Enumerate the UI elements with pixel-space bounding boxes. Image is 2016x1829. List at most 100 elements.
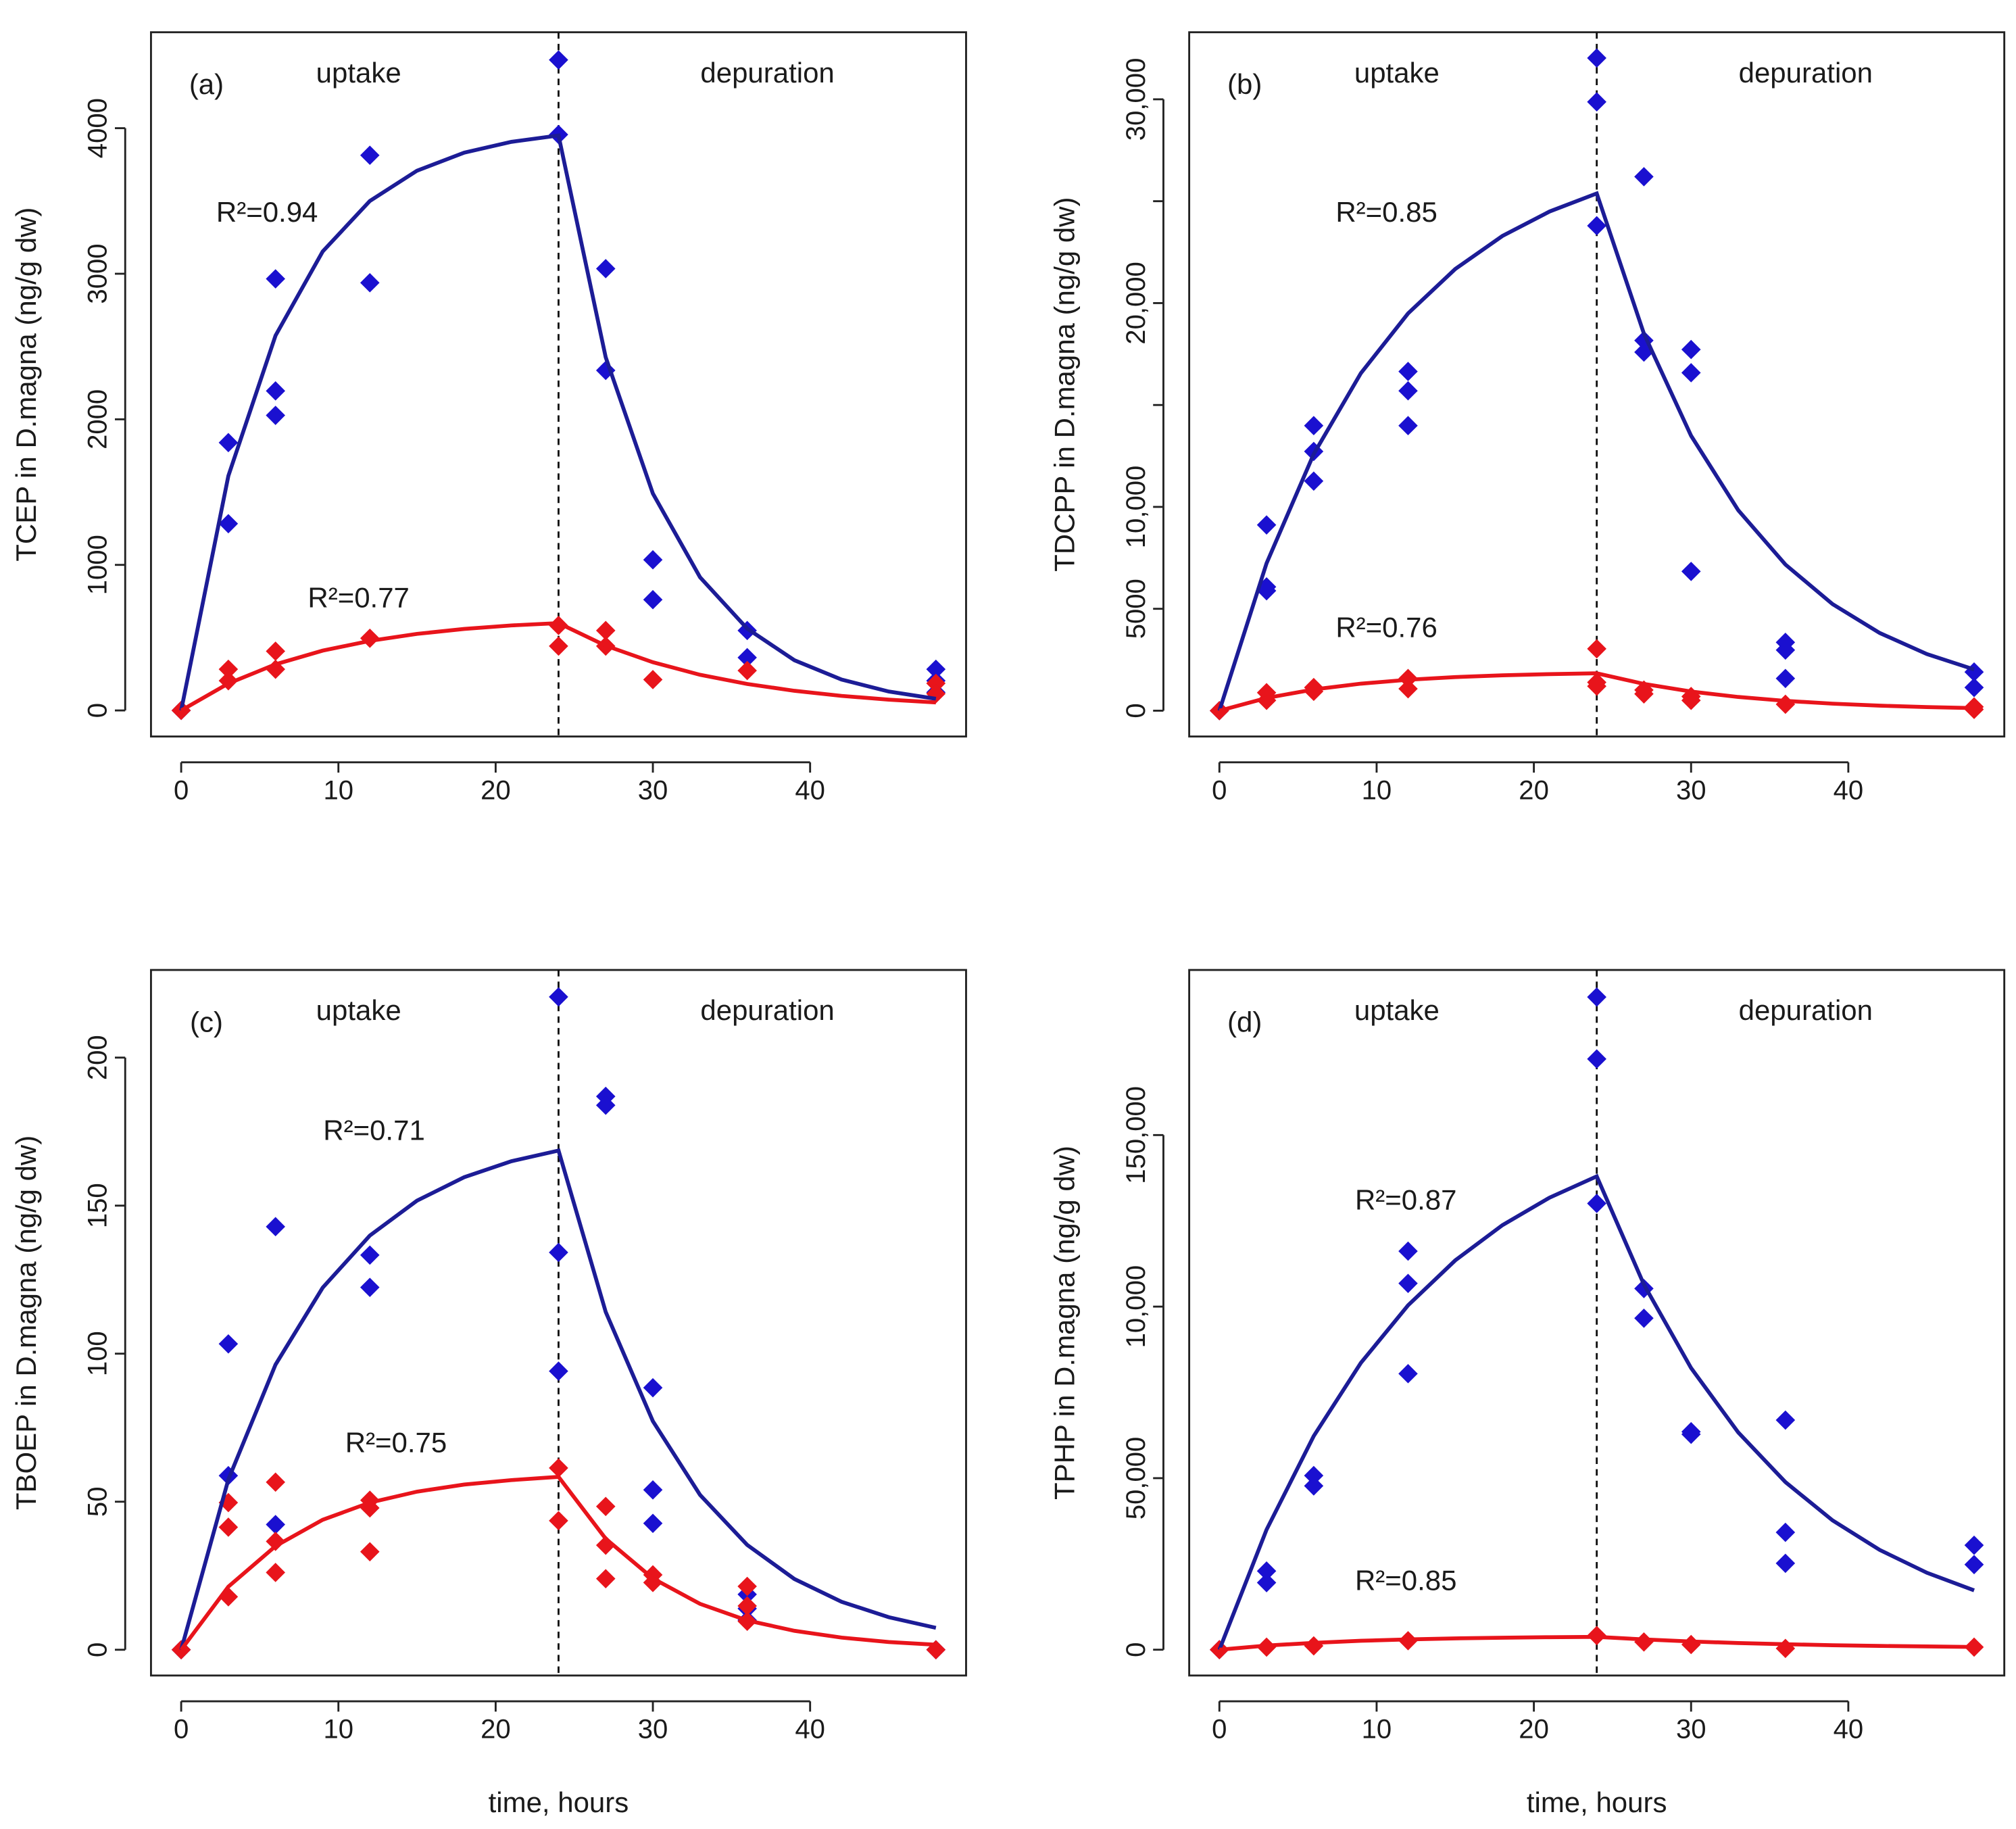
x-tick-label: 40: [795, 775, 825, 805]
data-point: [1587, 48, 1606, 68]
data-point: [1775, 1553, 1796, 1574]
data-point: [1681, 1634, 1701, 1655]
y-tick-label: 50,000: [1121, 1437, 1151, 1520]
data-point: [549, 1242, 568, 1263]
data-point: [1775, 1522, 1796, 1542]
data-point: [1256, 515, 1277, 535]
data-point: [1587, 216, 1606, 236]
data-point: [737, 1596, 757, 1616]
fit-label: R²=0.85: [1355, 1565, 1456, 1596]
x-tick-label: 30: [638, 775, 668, 805]
data-point: [1964, 1555, 1984, 1575]
data-point: [737, 660, 757, 681]
data-point: [360, 1245, 380, 1265]
data-point: [1256, 1573, 1277, 1592]
data-point: [1775, 1638, 1796, 1659]
phase-label: uptake: [316, 994, 401, 1026]
x-tick-label: 10: [323, 775, 353, 805]
x-tick-label: 0: [1212, 775, 1227, 805]
phase-label: uptake: [316, 57, 401, 89]
y-tick-label: 0: [1121, 1642, 1151, 1657]
y-tick-label: 20,000: [1121, 262, 1151, 345]
y-tick-label: 5000: [1121, 579, 1151, 639]
y-axis-label: TPHP in D.magna (ng/g dw): [1048, 1146, 1080, 1500]
y-axis-label: TBOEP in D.magna (ng/g dw): [10, 1136, 42, 1510]
y-tick-label: 4000: [83, 98, 113, 158]
fit-label: R²=0.94: [216, 196, 318, 228]
data-point: [1775, 668, 1796, 689]
panel-label: (d): [1227, 1006, 1262, 1038]
data-point: [643, 1377, 663, 1398]
data-point: [643, 550, 663, 570]
data-point: [266, 1532, 285, 1551]
data-point: [1964, 677, 1984, 698]
data-point: [1964, 1535, 1984, 1555]
fit-curve: [1217, 1173, 1975, 1651]
y-axis-label: TCEP in D.magna (ng/g dw): [10, 208, 42, 562]
data-point: [266, 641, 285, 661]
y-tick-label: 50: [83, 1486, 113, 1517]
data-point: [595, 259, 616, 278]
x-tick-label: 40: [1834, 1715, 1864, 1745]
x-tick-label: 40: [1834, 775, 1864, 805]
data-point: [737, 1576, 757, 1596]
data-point: [1398, 1364, 1418, 1384]
data-point: [1634, 1632, 1654, 1652]
data-point: [360, 145, 380, 166]
data-point: [1398, 362, 1418, 381]
y-tick-label: 3000: [83, 243, 113, 303]
phase-label: depuration: [700, 57, 834, 89]
data-point: [1304, 1636, 1324, 1656]
data-point: [1681, 339, 1701, 360]
y-tick-label: 0: [1121, 703, 1151, 718]
panel-label: (a): [189, 68, 224, 100]
data-point: [1775, 1410, 1796, 1430]
data-point: [1398, 679, 1418, 699]
data-point: [549, 1511, 568, 1531]
fit-curve: [1219, 671, 1975, 713]
data-point: [1634, 1308, 1654, 1328]
y-axis-label: TDCPP in D.magna (ng/g dw): [1048, 197, 1080, 571]
data-point: [1587, 1194, 1606, 1213]
y-tick-label: 1000: [83, 535, 113, 595]
y-tick-label: 0: [83, 1642, 113, 1657]
x-tick-label: 0: [174, 1715, 189, 1745]
data-point: [360, 273, 380, 293]
y-tick-label: 30,000: [1121, 58, 1151, 141]
data-point: [549, 636, 568, 656]
data-point: [926, 673, 946, 693]
data-point: [549, 1458, 568, 1478]
phase-label: uptake: [1354, 57, 1440, 89]
fit-curve: [1217, 191, 1975, 712]
data-point: [1398, 1273, 1418, 1294]
data-point: [1681, 363, 1701, 383]
x-tick-label: 30: [1676, 1715, 1706, 1745]
phase-label: depuration: [700, 994, 834, 1026]
fit-curve: [179, 1148, 937, 1651]
y-tick-label: 0: [83, 703, 113, 718]
data-point: [1398, 381, 1418, 401]
data-point: [926, 659, 946, 679]
data-point: [266, 1515, 285, 1534]
data-point: [737, 648, 757, 668]
fit-curve: [179, 1475, 936, 1651]
data-point: [643, 1513, 663, 1534]
y-tick-label: 100: [83, 1331, 113, 1376]
data-point: [1587, 639, 1606, 659]
data-point: [1681, 562, 1701, 581]
data-point: [595, 1095, 616, 1115]
phase-label: uptake: [1354, 994, 1440, 1026]
x-tick-label: 10: [323, 1715, 353, 1745]
fit-label: R²=0.85: [1335, 196, 1437, 228]
fit-label: R²=0.77: [308, 581, 409, 613]
data-point: [1587, 92, 1606, 112]
data-point: [549, 1361, 568, 1381]
y-tick-label: 150,000: [1121, 1086, 1151, 1184]
panel-label: (b): [1227, 68, 1262, 100]
data-point: [1256, 1561, 1277, 1581]
data-point: [595, 1569, 616, 1588]
x-axis-label: time, hours: [489, 1786, 629, 1818]
fit-curve: [180, 620, 936, 712]
